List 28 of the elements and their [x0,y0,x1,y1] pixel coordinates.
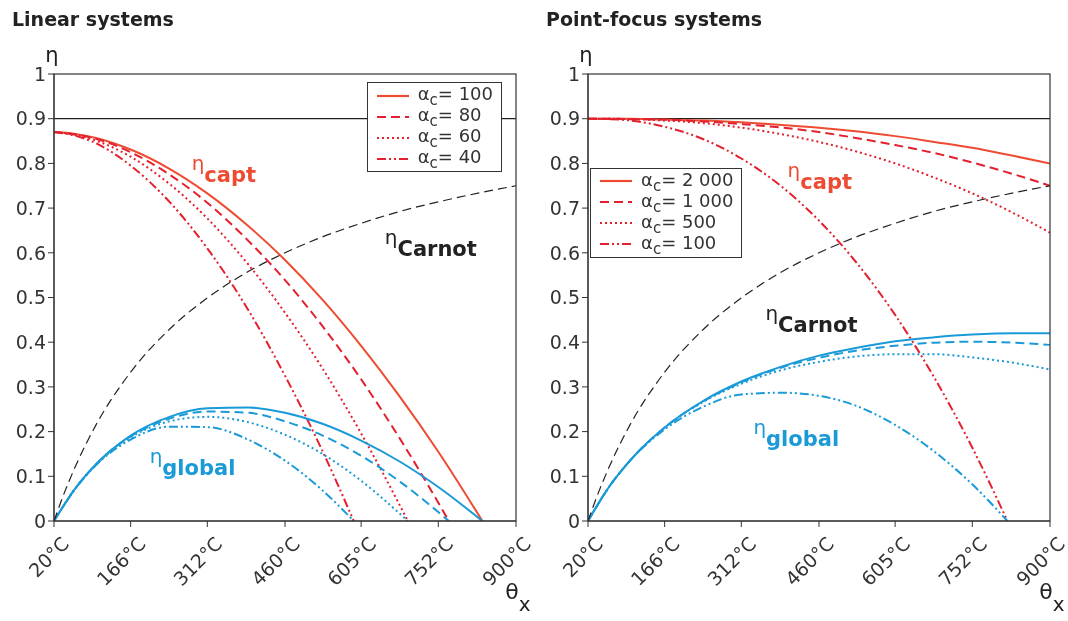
chart-title: Linear systems [11,8,175,32]
legend-label: α$_{c}$= 2 000 [641,168,734,195]
y-tick-label: 0.5 [549,286,580,309]
y-tick-label: 0.2 [549,420,580,443]
y-tick-label: 0.6 [549,241,580,264]
chart-title: Point-focus systems [545,8,764,32]
y-tick-label: 0 [567,509,580,532]
y-tick-label: 0.2 [15,420,46,443]
y-axis-title: η [45,43,59,67]
y-tick-label: 0.9 [15,107,46,130]
y-tick-label: 0.4 [549,330,580,353]
y-tick-label: 1 [33,62,46,85]
y-tick-label: 0.3 [15,375,46,398]
y-tick-label: 0.7 [549,196,580,219]
y-tick-label: 0.5 [15,286,46,309]
y-tick-label: 0.1 [549,465,580,488]
legend-label: α$_{c}$= 100 [417,82,493,109]
y-tick-label: 0 [33,509,46,532]
y-tick-label: 0.7 [15,196,46,219]
y-tick-label: 0.1 [15,465,46,488]
y-tick-label: 0.6 [15,241,46,264]
y-tick-label: 0.4 [15,330,46,353]
y-tick-label: 1 [567,62,580,85]
y-tick-label: 0.9 [549,107,580,130]
y-tick-label: 0.8 [549,152,580,175]
y-tick-label: 0.8 [15,152,46,175]
y-axis-title: η [579,43,593,67]
y-tick-label: 0.3 [549,375,580,398]
